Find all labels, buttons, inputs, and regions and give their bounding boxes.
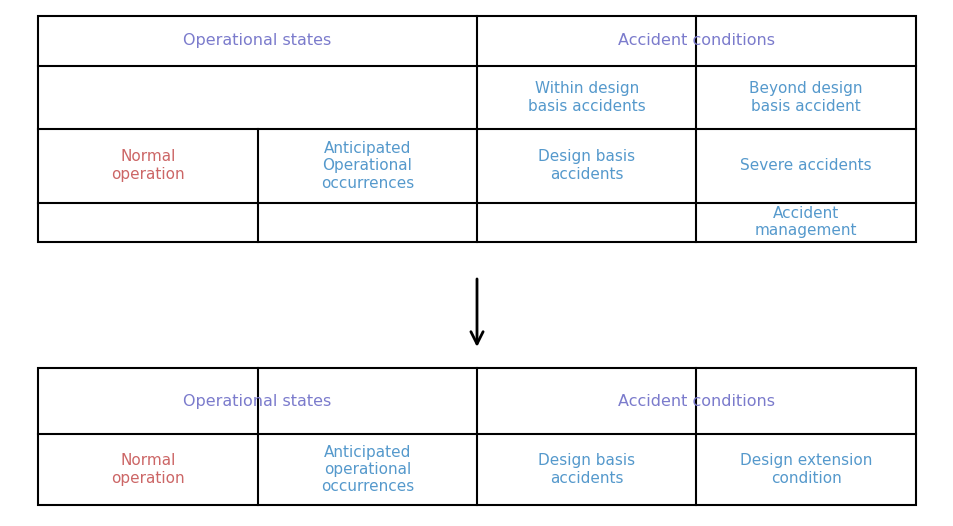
Bar xyxy=(38,16,915,242)
Text: Accident conditions: Accident conditions xyxy=(618,33,774,48)
Text: Normal
operation: Normal operation xyxy=(111,149,185,182)
Bar xyxy=(38,368,915,505)
Text: Anticipated
Operational
occurrences: Anticipated Operational occurrences xyxy=(320,141,414,190)
Text: Severe accidents: Severe accidents xyxy=(740,158,871,173)
Text: Anticipated
operational
occurrences: Anticipated operational occurrences xyxy=(320,444,414,494)
Text: Operational states: Operational states xyxy=(183,33,332,48)
Text: Accident conditions: Accident conditions xyxy=(618,393,774,409)
Text: Design basis
accidents: Design basis accidents xyxy=(537,149,635,182)
Text: Within design
basis accidents: Within design basis accidents xyxy=(527,81,645,114)
Text: Accident
management: Accident management xyxy=(754,206,857,238)
Text: Beyond design
basis accident: Beyond design basis accident xyxy=(749,81,862,114)
Text: Design extension
condition: Design extension condition xyxy=(740,453,871,485)
Text: Design basis
accidents: Design basis accidents xyxy=(537,453,635,485)
Text: Normal
operation: Normal operation xyxy=(111,453,185,485)
Text: Operational states: Operational states xyxy=(183,393,332,409)
